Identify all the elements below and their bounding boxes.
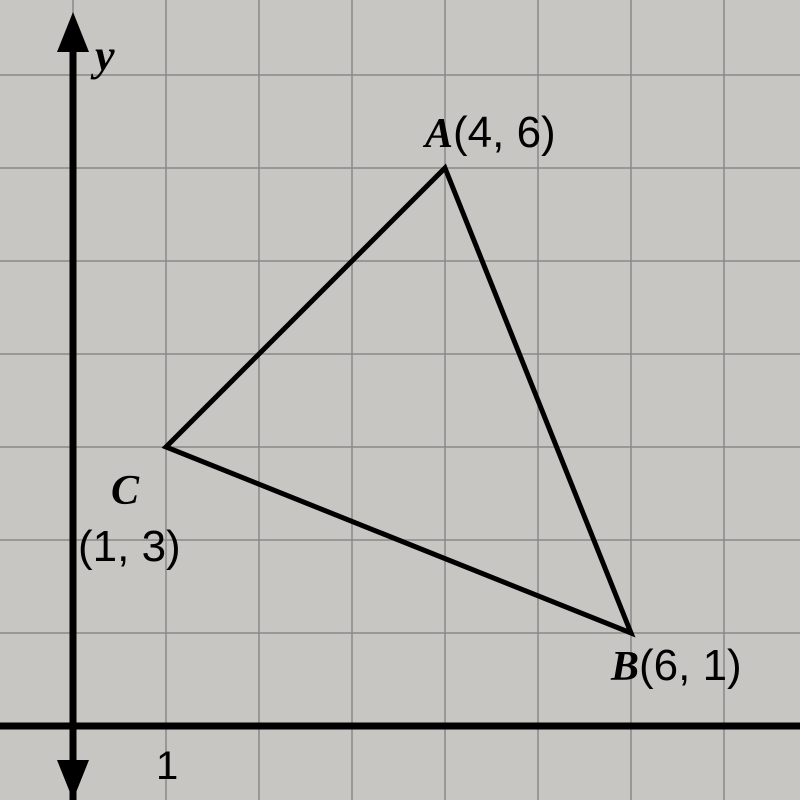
- y-axis-arrow-down: [57, 760, 89, 800]
- point-label-b: B(6, 1): [611, 641, 742, 691]
- point-c-letter: C: [111, 468, 139, 514]
- y-axis-label: y: [95, 30, 115, 81]
- point-label-c-coord: (1, 3): [78, 522, 181, 572]
- triangle-abc: [166, 168, 631, 633]
- point-label-c: C: [111, 467, 139, 515]
- point-b-coord: (6, 1): [639, 641, 742, 690]
- point-label-a: A(4, 6): [425, 108, 556, 158]
- y-axis-arrow-up: [57, 12, 89, 52]
- coordinate-plane-chart: y A(4, 6) B(6, 1) C (1, 3) 1: [0, 0, 800, 800]
- point-b-letter: B: [611, 644, 639, 690]
- point-a-letter: A: [425, 111, 453, 157]
- x-axis-tick-1: 1: [156, 744, 178, 789]
- point-c-coord: (1, 3): [78, 522, 181, 571]
- point-a-coord: (4, 6): [453, 108, 556, 157]
